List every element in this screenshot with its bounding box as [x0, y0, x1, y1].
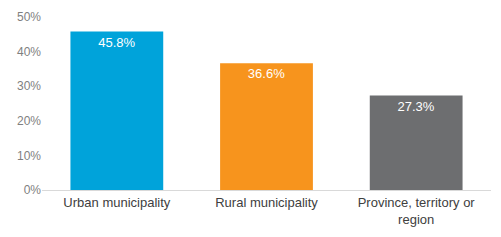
svg-text:50%: 50% [17, 10, 41, 24]
svg-text:36.6%: 36.6% [248, 66, 285, 81]
svg-text:Province, territory orregion: Province, territory orregion [358, 195, 476, 227]
svg-text:10%: 10% [17, 149, 41, 163]
svg-text:0%: 0% [24, 183, 42, 197]
svg-text:27.3%: 27.3% [398, 99, 435, 114]
svg-text:Rural municipality: Rural municipality [215, 195, 318, 210]
svg-text:20%: 20% [17, 114, 41, 128]
svg-text:30%: 30% [17, 79, 41, 93]
svg-text:40%: 40% [17, 45, 41, 59]
svg-text:45.8%: 45.8% [98, 35, 135, 50]
svg-text:Urban municipality: Urban municipality [63, 195, 170, 210]
